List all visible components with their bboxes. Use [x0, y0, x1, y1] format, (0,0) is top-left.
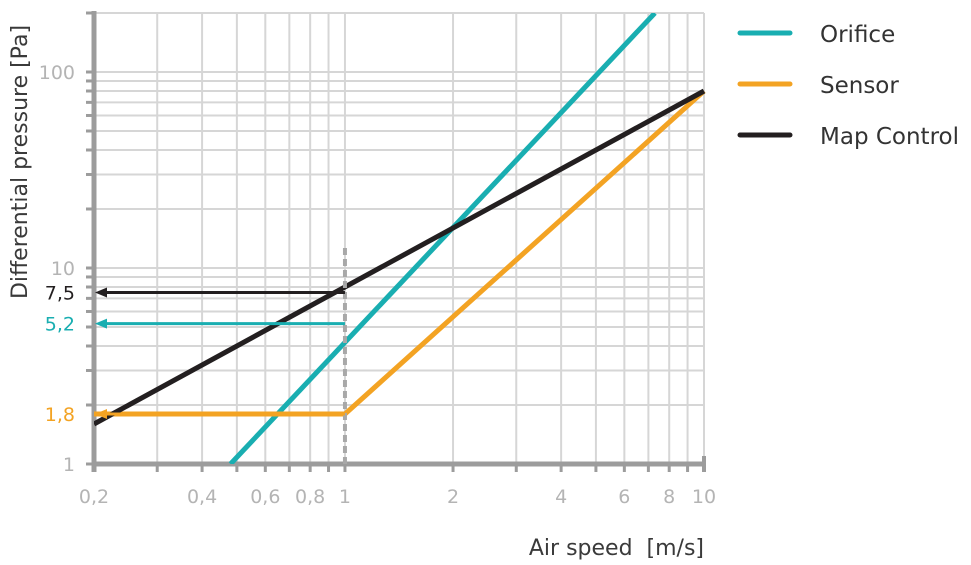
x-tick-label: 2: [447, 486, 459, 508]
tick-marks: [86, 11, 706, 472]
legend-label: Map Control: [820, 124, 959, 150]
x-tick-label: 0,6: [250, 486, 280, 508]
readout-arrowhead: [95, 408, 107, 419]
x-tick-label: 1: [339, 486, 351, 508]
series-line-orifice: [228, 13, 657, 464]
legend-label: Sensor: [820, 73, 899, 99]
x-tick-label: 0,8: [295, 486, 325, 508]
readout-arrowhead: [95, 318, 107, 329]
readout-label: 7,5: [45, 282, 75, 304]
legend-label: Orifice: [820, 22, 895, 48]
y-tick-labels: 1 10 100: [39, 62, 75, 476]
y-tick-label: 100: [39, 62, 75, 84]
readout-arrowhead: [95, 287, 107, 298]
readout-label: 1,8: [45, 404, 75, 426]
x-tick-label: 0,2: [79, 486, 109, 508]
x-tick-label: 0,4: [187, 486, 217, 508]
grid: [94, 12, 705, 464]
x-tick-label: 6: [618, 486, 630, 508]
x-tick-label: 10: [692, 486, 716, 508]
y-tick-label: 1: [63, 454, 75, 476]
series-line-map-control: [94, 88, 706, 427]
readout-label: 5,2: [45, 314, 75, 336]
y-axis-label: Differential pressure [Pa]: [8, 25, 33, 299]
x-tick-labels: 0,2 0,4 0,6 0,8 1 2 4 6 8 10: [79, 486, 716, 508]
annotations: 7,5 5,2 1,8: [45, 248, 347, 464]
legend: Orifice Sensor Map Control: [737, 22, 959, 150]
x-tick-label: 8: [663, 486, 675, 508]
x-tick-label: 4: [555, 486, 567, 508]
y-tick-label: 10: [51, 258, 75, 280]
x-axis-label: Air speed [m/s]: [529, 536, 704, 561]
